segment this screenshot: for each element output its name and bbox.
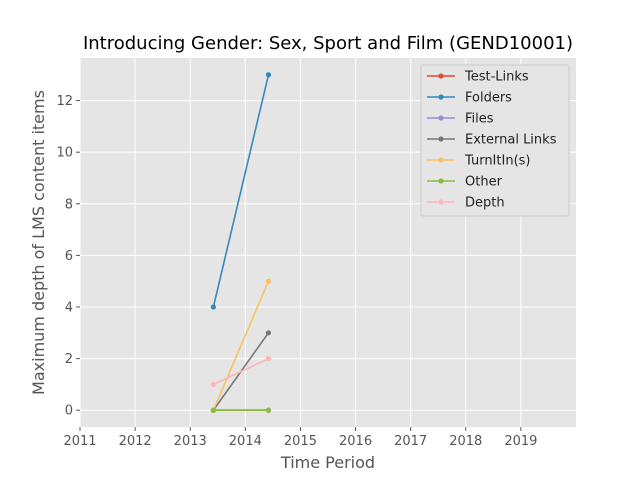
x-tick-label: 2011 [63,434,96,449]
data-point-folders [210,304,216,310]
y-tick-label: 0 [65,404,73,419]
series-line-depth [213,357,269,386]
x-tick-label: 2017 [394,434,427,449]
y-tick-label: 2 [65,352,73,367]
x-tick-label: 2013 [174,434,207,449]
x-tick-label: 2018 [449,434,482,449]
data-point-turnitin-s [265,278,272,284]
legend-label: Files [465,112,494,127]
data-point-other [265,407,272,413]
legend-label: Other [465,175,503,190]
legend-label: Depth [465,196,505,211]
data-point-folders [265,72,272,78]
legend: Test-Links Folders Files External Links Turn… [420,64,570,217]
legend-item-folders: Folders [427,91,512,106]
legend-box [420,64,570,217]
legend-item-files: Files [427,112,494,127]
x-axis: 2011 2012 2013 2014 2015 2016 2017 2018 2019 [63,427,537,449]
data-point-external-links [265,330,272,336]
legend-label: TurnItIn(s) [464,154,530,169]
legend-marker [438,136,444,142]
y-tick-label: 12 [56,94,73,109]
legend-label: Folders [465,91,512,106]
legend-marker [438,178,444,184]
legend-marker [438,115,444,121]
legend-item-depth: Depth [427,196,505,211]
x-tick-label: 2019 [504,434,537,449]
legend-item-other: Other [427,175,503,190]
series-line-folders [212,74,270,308]
y-axis-label: Maximum depth of LMS content items [29,90,48,395]
y-tick-label: 6 [65,249,73,264]
x-tick-label: 2016 [339,434,372,449]
legend-label: External Links [465,133,557,148]
series-depth [210,356,272,388]
series-layer [210,72,272,413]
legend-item-external-links: External Links [427,133,557,148]
legend-item-turnitin-s: TurnItIn(s) [427,154,530,169]
y-axis: 0 2 4 6 8 10 12 [56,94,80,419]
legend-marker [438,73,444,79]
legend-marker [438,199,444,205]
x-tick-label: 2012 [119,434,152,449]
y-tick-label: 4 [65,301,73,316]
y-tick-label: 10 [56,146,73,161]
series-other [210,407,272,413]
data-point-depth [265,356,272,362]
data-point-other [210,407,216,413]
x-axis-label: Time Period [280,453,375,472]
x-tick-label: 2014 [229,434,262,449]
chart-title: Introducing Gender: Sex, Sport and Film … [83,33,573,54]
legend-marker [438,94,444,100]
x-tick-label: 2015 [284,434,317,449]
series-line-turnitin-s [212,280,270,411]
y-tick-label: 8 [65,197,73,212]
series-folders [210,72,272,310]
legend-label: Test-Links [464,70,529,85]
data-point-depth [210,381,216,388]
legend-item-test-links: Test-Links [427,70,529,85]
legend-marker [438,157,444,163]
